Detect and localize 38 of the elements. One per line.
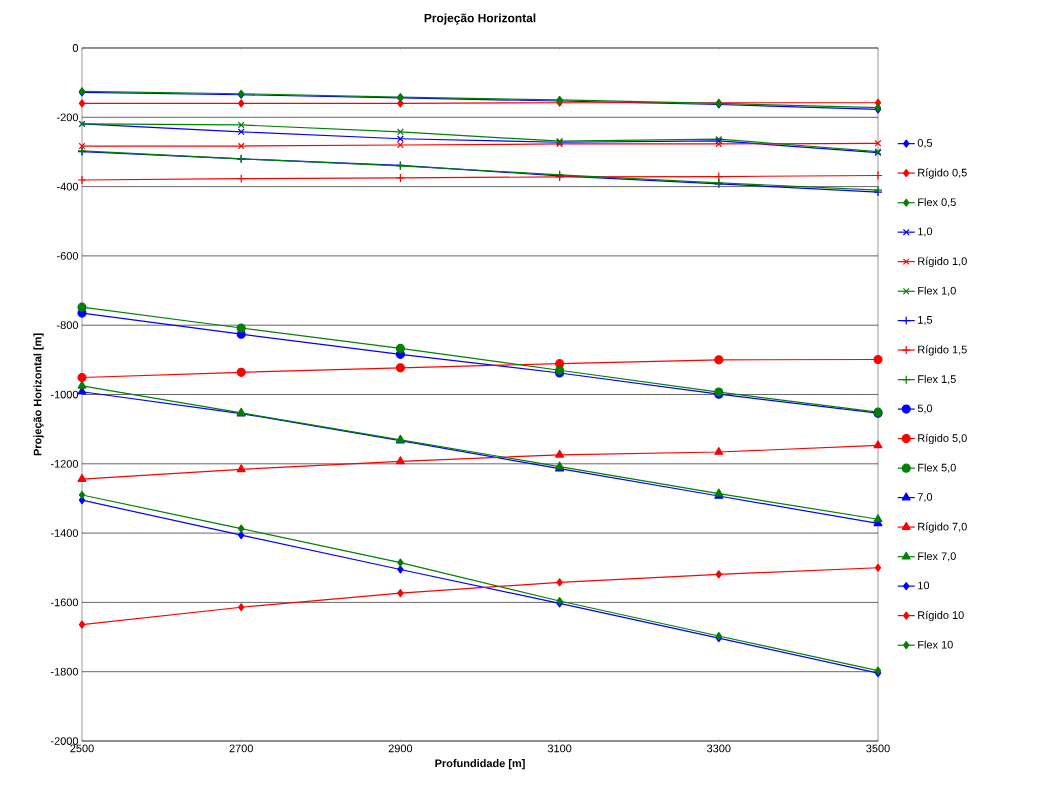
- legend-label: 1,0: [918, 227, 933, 237]
- y-tick-label: 0: [72, 44, 79, 52]
- legend-label: Rígido 5,0: [918, 433, 967, 445]
- chart-title: Projeção Horizontal: [424, 13, 536, 25]
- x-axis-title: Profundidade [m]: [435, 759, 525, 770]
- y-tick-label: -600: [57, 252, 79, 260]
- legend-label: 7,0: [917, 493, 933, 503]
- x-tick-label: 2500: [70, 744, 94, 753]
- legend-label: 10: [918, 581, 930, 590]
- legend-label: Rígido 10: [918, 610, 964, 622]
- legend-label: Flex 0,5: [918, 198, 956, 208]
- x-tick-label: 3300: [707, 744, 731, 753]
- y-tick-label: -1600: [50, 598, 79, 607]
- y-tick-label: -200: [57, 113, 79, 122]
- y-tick-label: -400: [57, 182, 79, 191]
- y-axis-title: Projeção Horizontal [m]: [33, 333, 44, 456]
- x-tick-label: 3100: [547, 744, 572, 753]
- legend-label: 1,5: [918, 316, 933, 326]
- legend-label: Flex 10: [918, 640, 953, 649]
- legend-label: Rígido 0,5: [918, 168, 967, 179]
- y-tick-label: -800: [57, 321, 79, 330]
- legend-label: Flex 5,0: [918, 463, 956, 473]
- x-tick-label: 2700: [229, 744, 253, 753]
- x-tick-label: 2900: [388, 744, 413, 753]
- legend-label: Flex 1,5: [918, 374, 956, 385]
- y-tick-label: -1000: [50, 390, 79, 399]
- legend-label: Rígido 1,5: [918, 345, 967, 356]
- legend-label: 5,0: [917, 404, 933, 414]
- y-tick-label: -1800: [50, 667, 79, 676]
- legend-label: Rígido 1,0: [918, 256, 967, 268]
- legend-label: Rígido 7,0: [918, 522, 967, 533]
- legend-label: 0,5: [917, 139, 933, 149]
- y-tick-label: -2000: [50, 737, 79, 745]
- y-tick-label: -1200: [50, 459, 79, 468]
- legend-label: Flex 1,0: [918, 286, 956, 296]
- x-tick-label: 3500: [866, 744, 890, 753]
- legend-label: Flex 7,0: [918, 551, 956, 562]
- y-tick-label: -1400: [50, 529, 79, 537]
